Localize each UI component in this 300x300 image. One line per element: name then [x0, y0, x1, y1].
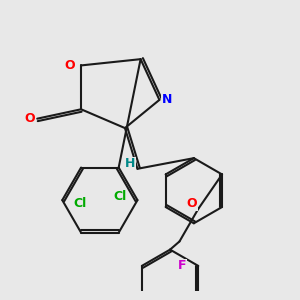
Text: O: O [64, 59, 75, 72]
Text: O: O [187, 197, 197, 210]
Text: F: F [178, 260, 187, 272]
Text: O: O [24, 112, 35, 125]
Text: N: N [162, 93, 172, 106]
Text: Cl: Cl [113, 190, 127, 203]
Text: H: H [125, 157, 135, 170]
Text: Cl: Cl [73, 197, 86, 210]
